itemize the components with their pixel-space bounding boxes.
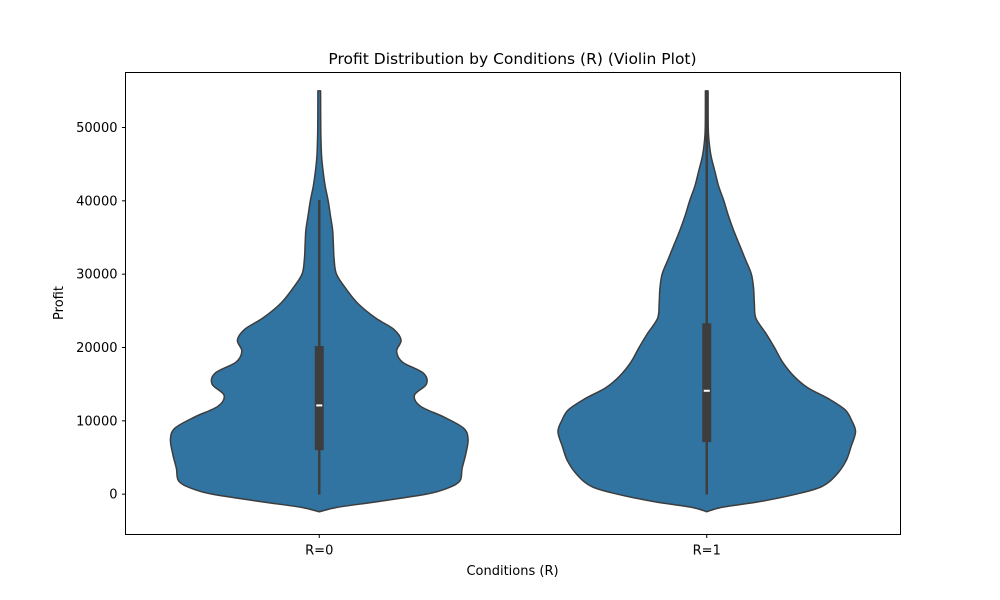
y-tick-label: 0 (109, 488, 117, 503)
violin-iqr-box (702, 323, 712, 443)
y-tick-label: 40000 (76, 194, 117, 209)
y-tick-label: 30000 (76, 268, 117, 283)
y-tick-label: 10000 (76, 414, 117, 429)
y-axis: 0 10000 20000 30000 40000 50000 (76, 121, 126, 503)
x-axis: R=0 R=1 (305, 534, 721, 559)
x-axis-label: Conditions (R) (466, 564, 558, 579)
y-tick-label: 50000 (76, 121, 117, 136)
axes-frame (125, 72, 901, 535)
violin-iqr-box (314, 346, 324, 451)
x-tick-label: R=1 (693, 544, 721, 559)
plot-area (169, 90, 857, 513)
violin-group-R=1 (557, 90, 857, 513)
x-tick-label: R=0 (305, 544, 333, 559)
violin-group-R=0 (169, 90, 469, 513)
y-tick-label: 20000 (76, 341, 117, 356)
y-axis-label: Profit (52, 286, 67, 320)
chart-title: Profit Distribution by Conditions (R) (V… (328, 50, 696, 68)
